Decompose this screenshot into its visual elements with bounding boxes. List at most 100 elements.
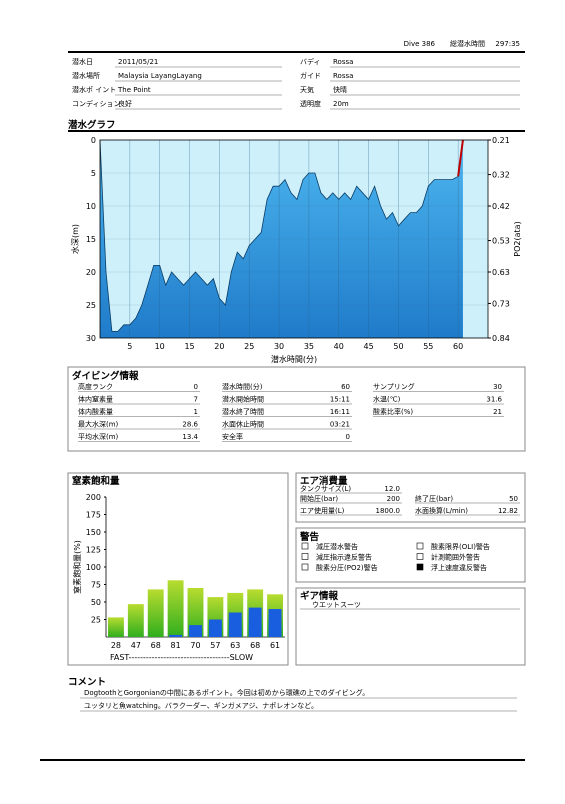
section-title: 警告 [300,531,320,543]
y2-axis-title: PO2(ata) [513,221,522,256]
section-title: 窒素飽和量 [72,475,120,487]
info-label: 酸素比率(%) [373,407,413,416]
air-value: 50 [509,495,518,503]
info-value: 60 [341,383,350,391]
y-tick-label: 50 [91,598,101,607]
gear-item: ウエットスーツ [312,601,361,609]
info-value: 15:11 [330,396,350,404]
y-tick-label: 125 [86,546,101,555]
y-tick-label: 30 [86,334,96,343]
panel [295,587,526,666]
info-label: 潜水時間(分) [222,382,263,391]
x-tick-label: 20 [214,342,224,351]
warning-label: 計測範囲外警告 [431,553,480,562]
field-label: ガイド [300,71,321,80]
info-value: 03:21 [330,421,350,429]
warning-label: 酸素限界(OLI)警告 [431,542,490,551]
info-label: 安全率 [222,432,243,441]
warning-label: 浮上速度違反警告 [431,563,487,572]
bar [127,604,144,637]
air-label: タンクサイズ(L) [300,484,351,493]
field-label: コンディション [72,99,121,108]
bar-overlay [189,625,202,637]
x-tick-label: 45 [364,342,374,351]
section-title: エア消費量 [300,475,348,487]
y-axis-title: 水深(m) [70,224,80,254]
bar [147,589,164,637]
warning-label: 減圧潜水警告 [316,542,358,551]
comment-line: DogtoothとGorgonianの中間にあるポイント。今回は初めから環礁の上… [84,688,369,697]
info-label: 潜水開始時間 [222,395,264,404]
data-label: 81 [171,641,181,650]
info-value: 21 [493,408,502,416]
checkbox [416,542,424,550]
data-label: 70 [190,641,200,650]
field-value: 快晴 [333,85,347,94]
panel [67,472,289,666]
info-label: 体内窒素量 [78,395,113,404]
warning-label: 減圧指示違反警告 [316,553,372,562]
info-label: 潜水終了時間 [222,407,264,416]
field-value: 2011/05/21 [118,58,158,66]
info-value: 16:11 [330,408,350,416]
info-label: 体内酸素量 [78,407,113,416]
bar-overlay [268,609,282,637]
info-value: 28.6 [182,421,198,429]
air-value: 1800.0 [376,507,401,515]
bar [108,617,124,637]
x-tick-label: 30 [274,342,284,351]
info-value: 0 [346,433,350,441]
data-label: 68 [250,641,260,650]
x-axis-title: 潜水時間(分) [271,354,317,364]
bar [187,588,204,637]
field-value: 20m [333,100,349,108]
bar-overlay [228,612,242,637]
info-label: 最大水深(m) [78,420,119,429]
x-tick-label: 35 [304,342,314,351]
x-tick-label: 15 [184,342,194,351]
checkbox [416,563,424,571]
section-title: コメント [68,677,106,688]
air-value: 200 [387,495,400,503]
y2-tick-label: 0.53 [492,237,510,246]
air-value: 12.0 [384,485,400,493]
x-tick-label: 50 [393,342,403,351]
bar-overlay [169,634,183,637]
info-label: 水温(℃) [373,395,401,404]
air-label: 開始圧(bar) [300,494,338,503]
y2-tick-label: 0.63 [492,268,510,277]
info-value: 13.4 [182,433,198,441]
field-label: 天気 [300,85,314,94]
section-title: ダイビング情報 [72,370,139,382]
comment-line: ユッタリと魚watching。バラクーダー、ギンガメアジ、ナポレオンなど。 [84,701,318,710]
info-label: サンプリング [373,382,415,391]
y-tick-label: 25 [91,616,101,625]
field-value: 良好 [118,99,132,108]
data-label: 63 [230,641,240,650]
total-time: 297:35 [495,40,520,48]
data-label: 61 [270,641,280,650]
y-tick-label: 175 [86,511,101,520]
data-label: 57 [210,641,220,650]
y-tick-label: 5 [91,169,96,178]
field-value: Rossa [333,58,353,66]
alert-segment [457,139,464,177]
info-label: 水面休止時間 [222,420,264,429]
panel [295,472,526,523]
panel [67,366,526,452]
y2-tick-label: 0.73 [492,299,510,308]
depth-line [99,139,464,332]
x-tick-label: 60 [453,342,463,351]
panel [295,527,526,583]
bar [167,580,184,637]
bar-overlay [208,619,222,637]
y-tick-label: 25 [86,301,96,310]
x-tick-label: 5 [127,342,132,351]
info-value: 7 [194,396,198,404]
field-label: 潜水場所 [72,71,100,80]
air-label: 水面換算(L/min) [415,506,468,515]
y2-tick-label: 0.32 [492,171,510,180]
y-tick-label: 75 [91,581,101,590]
data-label: 28 [111,641,121,650]
